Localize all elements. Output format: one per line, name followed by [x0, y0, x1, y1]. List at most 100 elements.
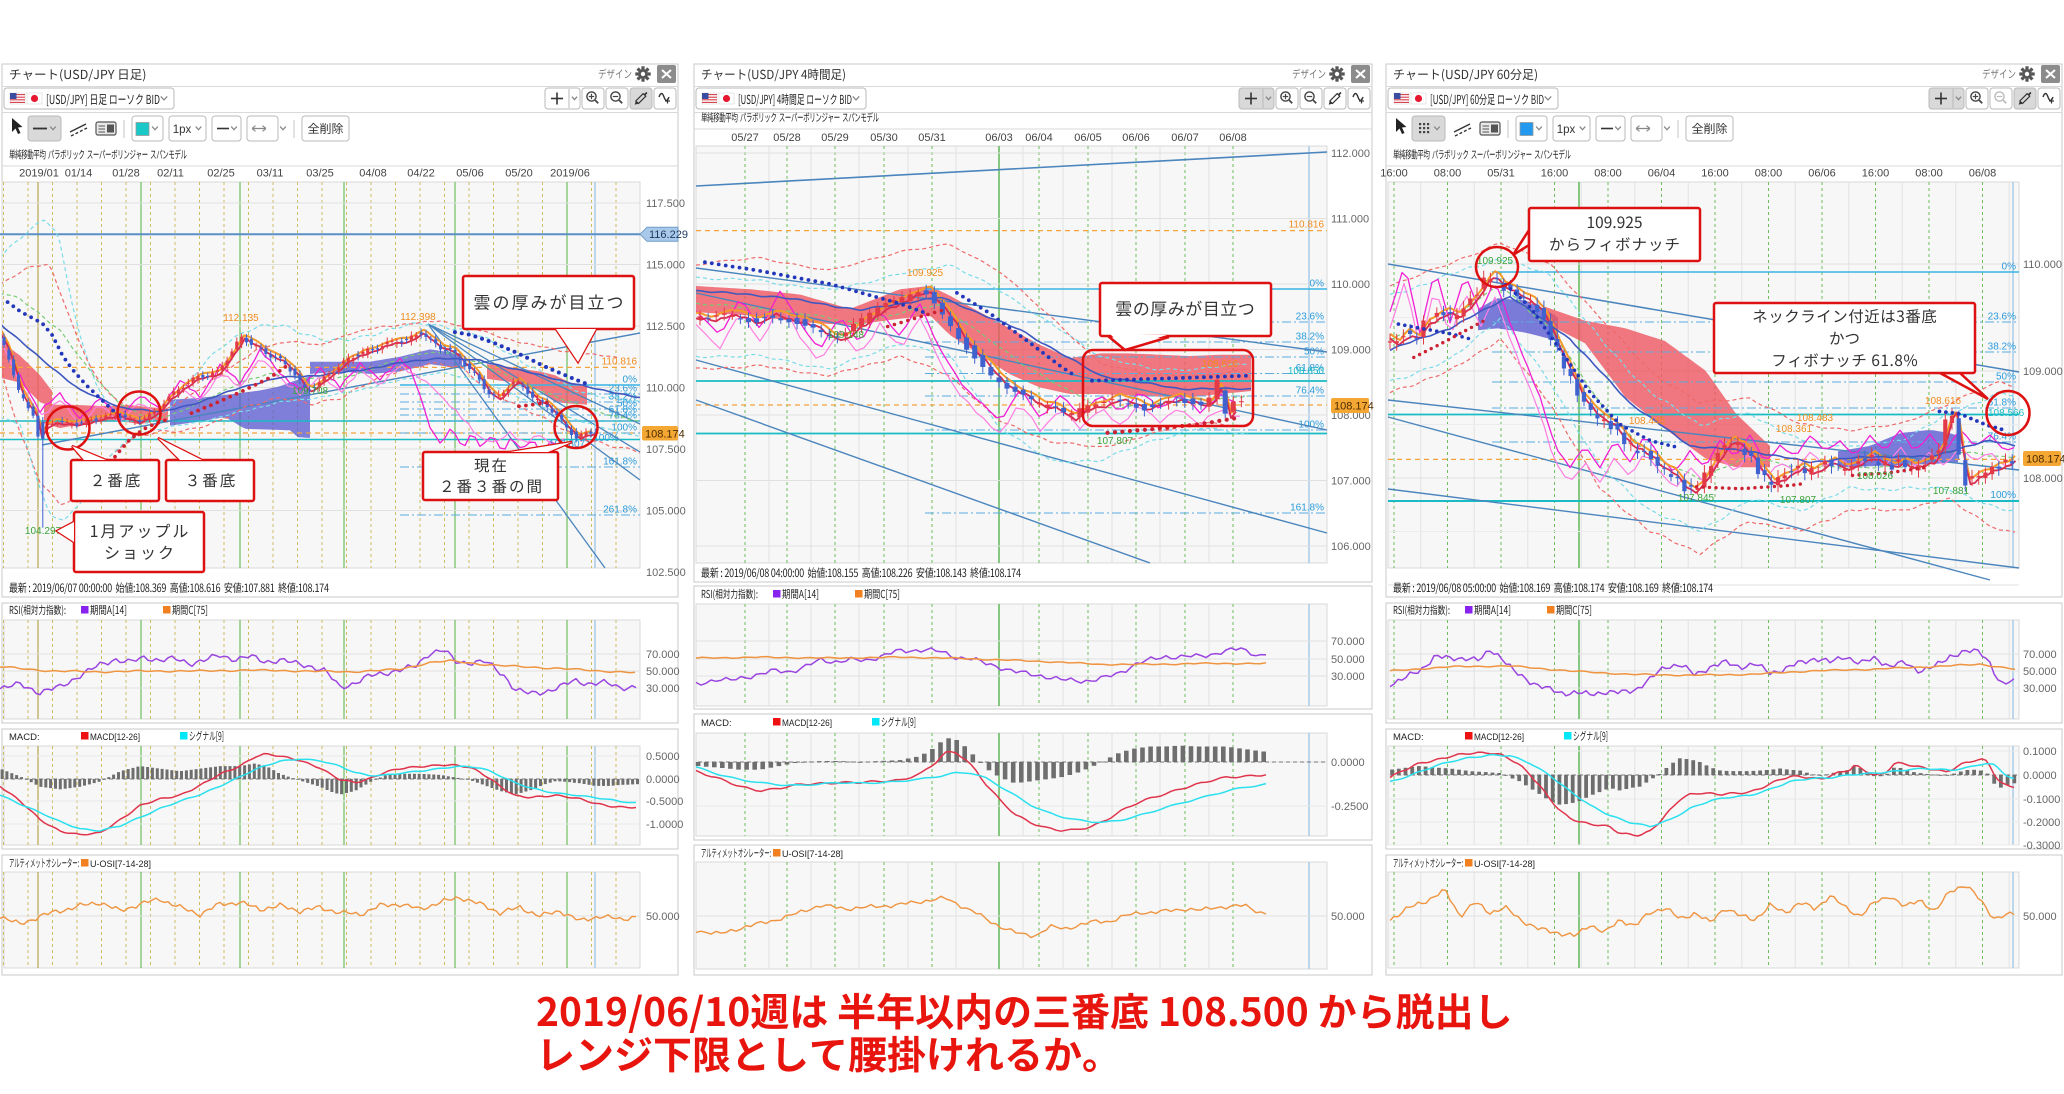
svg-text:108.850: 108.850: [1288, 366, 1325, 377]
svg-text:23.6%: 23.6%: [609, 384, 637, 395]
svg-text:108.483: 108.483: [1797, 413, 1834, 424]
svg-text:112.398: 112.398: [400, 312, 436, 323]
svg-text:50.000: 50.000: [2023, 911, 2057, 923]
svg-text:110.000: 110.000: [646, 383, 685, 395]
svg-text:-0.5000: -0.5000: [646, 796, 683, 808]
svg-text:05/30: 05/30: [870, 132, 898, 144]
svg-text:08:00: 08:00: [1434, 168, 1462, 180]
svg-text:76.4%: 76.4%: [1296, 386, 1324, 397]
svg-text:MACD:: MACD:: [9, 732, 40, 743]
svg-text:0%: 0%: [1310, 279, 1325, 290]
svg-text:50.000: 50.000: [1331, 911, 1365, 923]
svg-text:05/28: 05/28: [773, 132, 801, 144]
svg-text:109.925: 109.925: [907, 268, 944, 279]
svg-text:109.000: 109.000: [2023, 366, 2063, 378]
svg-text:108.174: 108.174: [645, 429, 685, 441]
svg-text:1px: 1px: [173, 124, 192, 136]
svg-text:05/29: 05/29: [821, 132, 849, 144]
svg-text:05/31: 05/31: [1487, 168, 1515, 180]
svg-text:06/04: 06/04: [1648, 168, 1676, 180]
svg-text:61.8%: 61.8%: [1296, 363, 1324, 374]
svg-text:23.6%: 23.6%: [1988, 312, 2016, 323]
svg-text:70.000: 70.000: [1331, 636, 1365, 648]
svg-text:16:00: 16:00: [1862, 168, 1890, 180]
svg-text:U-OSI[7-14-28]: U-OSI[7-14-28]: [90, 859, 151, 870]
svg-text:0.0000: 0.0000: [2023, 770, 2057, 782]
svg-text:107.500: 107.500: [646, 444, 686, 456]
svg-text:102.500: 102.500: [646, 567, 686, 579]
svg-text:110.816: 110.816: [1289, 220, 1325, 231]
svg-text:16:00: 16:00: [1380, 168, 1408, 180]
svg-text:02/25: 02/25: [207, 168, 235, 180]
svg-text:U-OSI[7-14-28]: U-OSI[7-14-28]: [782, 849, 843, 860]
svg-text:MACD[12-26]: MACD[12-26]: [1474, 732, 1524, 743]
svg-text:04/08: 04/08: [359, 168, 387, 180]
svg-text:108.361: 108.361: [1776, 424, 1813, 435]
svg-text:161.8%: 161.8%: [603, 457, 637, 468]
svg-text:06/07: 06/07: [1171, 132, 1199, 144]
svg-text:0.0000: 0.0000: [646, 774, 680, 786]
svg-text:106.000: 106.000: [1331, 541, 1371, 553]
svg-text:06/05: 06/05: [1074, 132, 1102, 144]
svg-text:50.000: 50.000: [1331, 654, 1365, 666]
svg-text:16:00: 16:00: [1701, 168, 1729, 180]
svg-text:110.000: 110.000: [2023, 259, 2062, 271]
svg-text:108.174: 108.174: [2026, 454, 2064, 466]
svg-text:104.297: 104.297: [25, 526, 62, 537]
svg-text:107.881: 107.881: [1933, 486, 1970, 497]
svg-text:05/27: 05/27: [731, 132, 759, 144]
svg-text:MACD[12-26]: MACD[12-26]: [782, 718, 832, 729]
svg-text:107.807: 107.807: [1780, 495, 1817, 506]
svg-text:108.445: 108.445: [1629, 416, 1666, 427]
svg-text:76.4%: 76.4%: [1988, 432, 2016, 443]
svg-text:115.000: 115.000: [646, 260, 685, 272]
svg-text:116.229: 116.229: [649, 229, 688, 241]
svg-text:38.2%: 38.2%: [1988, 342, 2016, 353]
svg-text:01/28: 01/28: [112, 168, 140, 180]
svg-text:110.000: 110.000: [1331, 279, 1370, 291]
svg-text:109.000: 109.000: [1331, 345, 1371, 357]
svg-text:2019/01: 2019/01: [19, 168, 59, 180]
svg-text:105.000: 105.000: [646, 506, 686, 518]
svg-text:03/25: 03/25: [306, 168, 334, 180]
svg-text:23.6%: 23.6%: [1296, 312, 1324, 323]
svg-text:03/11: 03/11: [257, 168, 284, 180]
svg-text:-0.2000: -0.2000: [2023, 817, 2060, 829]
svg-text:30.000: 30.000: [646, 683, 680, 695]
svg-text:70.000: 70.000: [2023, 649, 2057, 661]
svg-text:08:00: 08:00: [1915, 168, 1943, 180]
svg-text:111.000: 111.000: [1331, 214, 1369, 226]
svg-text:107.845: 107.845: [1678, 493, 1715, 504]
svg-text:108.026: 108.026: [1857, 471, 1894, 482]
svg-text:109.708: 109.708: [292, 386, 329, 397]
svg-text:100%: 100%: [1990, 490, 2016, 501]
svg-text:38.2%: 38.2%: [1296, 332, 1324, 343]
svg-text:05/31: 05/31: [918, 132, 946, 144]
svg-text:-0.1000: -0.1000: [2023, 794, 2060, 806]
svg-text:-0.2500: -0.2500: [1331, 801, 1368, 813]
svg-text:06/08: 06/08: [1969, 168, 1997, 180]
svg-text:112.000: 112.000: [1331, 148, 1370, 160]
svg-text:61.8%: 61.8%: [1988, 398, 2016, 409]
svg-text:112.135: 112.135: [223, 313, 259, 324]
svg-text:108.000: 108.000: [2023, 473, 2063, 485]
svg-text:70.000: 70.000: [646, 649, 680, 661]
svg-text:50%: 50%: [1304, 347, 1324, 358]
svg-text:161.8%: 161.8%: [1290, 503, 1324, 514]
svg-text:110.816: 110.816: [602, 356, 638, 367]
svg-text:02/11: 02/11: [157, 168, 184, 180]
svg-text:108.616: 108.616: [1925, 396, 1962, 407]
svg-text:50%: 50%: [1996, 372, 2016, 383]
svg-text:16:00: 16:00: [1541, 168, 1569, 180]
svg-text:0.1000: 0.1000: [2023, 746, 2057, 758]
svg-text:MACD:: MACD:: [701, 718, 732, 729]
svg-text:0.5000: 0.5000: [646, 751, 680, 763]
svg-text:08:00: 08:00: [1755, 168, 1783, 180]
svg-text:61.8%: 61.8%: [609, 405, 637, 416]
svg-text:06/04: 06/04: [1025, 132, 1053, 144]
svg-text:1px: 1px: [1557, 124, 1576, 136]
svg-text:108.174: 108.174: [1334, 401, 1374, 413]
svg-text:06/03: 06/03: [985, 132, 1013, 144]
svg-text:109.148: 109.148: [828, 330, 865, 341]
svg-text:06/06: 06/06: [1808, 168, 1836, 180]
